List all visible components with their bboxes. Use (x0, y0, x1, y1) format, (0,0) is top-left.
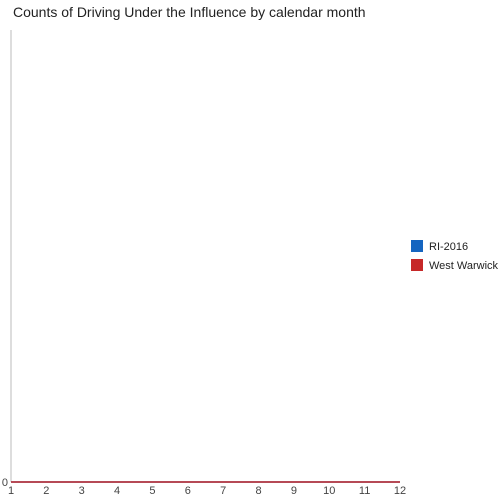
legend-label: West Warwick (429, 260, 499, 272)
axes (10, 30, 400, 483)
legend-item: West Warwick (411, 259, 499, 272)
x-tick-labels: 1 2 3 4 5 6 7 8 9 10 11 12 (8, 485, 406, 497)
legend-swatch (411, 240, 423, 252)
x-tick-label: 10 (323, 485, 335, 497)
legend-item: RI-2016 (411, 240, 468, 253)
x-tick-label: 9 (291, 485, 297, 497)
x-tick-label: 1 (8, 485, 14, 497)
legend: RI-2016 West Warwick (411, 240, 499, 272)
y-tick-labels: 0 (2, 477, 8, 489)
x-tick-label: 2 (43, 485, 49, 497)
x-tick-label: 3 (79, 485, 85, 497)
y-tick-label: 0 (2, 477, 8, 489)
x-tick-label: 4 (114, 485, 120, 497)
legend-label: RI-2016 (429, 241, 468, 253)
x-tick-label: 5 (149, 485, 155, 497)
x-tick-label: 6 (185, 485, 191, 497)
x-tick-label: 8 (255, 485, 261, 497)
chart-title: Counts of Driving Under the Influence by… (13, 4, 366, 20)
x-tick-label: 11 (359, 485, 370, 497)
x-tick-label: 7 (220, 485, 226, 497)
x-tick-label: 12 (394, 485, 406, 497)
legend-swatch (411, 259, 423, 271)
